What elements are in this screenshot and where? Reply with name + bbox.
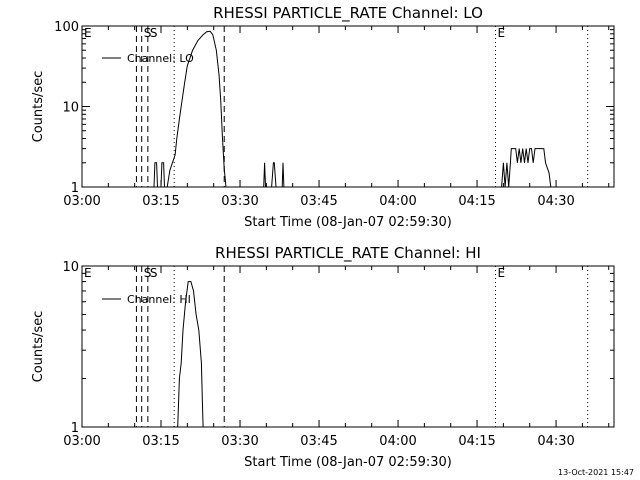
x-tick-label: 04:15 bbox=[458, 194, 495, 209]
y-tick-label: 100 bbox=[54, 20, 79, 35]
x-axis-label: Start Time (08-Jan-07 02:59:30) bbox=[244, 215, 452, 230]
chart-title: RHESSI PARTICLE_RATE Channel: HI bbox=[215, 244, 481, 263]
x-tick-label: 03:30 bbox=[221, 194, 258, 209]
x-tick-label: 03:00 bbox=[63, 194, 100, 209]
x-tick-label: 03:15 bbox=[142, 434, 179, 449]
x-tick-label: 03:15 bbox=[142, 194, 179, 209]
x-tick-label: 04:30 bbox=[537, 434, 574, 449]
event-marker-label: E bbox=[497, 26, 505, 40]
series-line bbox=[177, 281, 204, 428]
x-tick-label: 04:15 bbox=[458, 434, 495, 449]
event-marker-label: S bbox=[144, 26, 152, 40]
plot-frame bbox=[81, 265, 615, 428]
panel-hi: RHESSI PARTICLE_RATE Channel: HI Start Ti… bbox=[31, 244, 615, 470]
chart-title: RHESSI PARTICLE_RATE Channel: LO bbox=[213, 4, 483, 23]
corner-label: E bbox=[84, 266, 92, 280]
x-tick-label: 04:00 bbox=[379, 194, 416, 209]
event-marker-label: E bbox=[497, 266, 505, 280]
event-marker-label: S bbox=[144, 266, 152, 280]
legend-label: Channel: LO bbox=[127, 52, 194, 65]
legend-label: Channel: HI bbox=[127, 293, 191, 306]
y-tick-label: 10 bbox=[62, 260, 79, 275]
x-tick-label: 03:45 bbox=[300, 434, 337, 449]
y-tick-label: 10 bbox=[62, 101, 79, 116]
x-tick-label: 03:45 bbox=[300, 194, 337, 209]
x-axis-label: Start Time (08-Jan-07 02:59:30) bbox=[244, 455, 452, 470]
y-tick-label: 1 bbox=[71, 181, 79, 196]
x-tick-label: 03:00 bbox=[63, 434, 100, 449]
x-tick-label: 04:30 bbox=[537, 194, 574, 209]
series-line bbox=[153, 30, 552, 188]
footer-timestamp: 13-Oct-2021 15:47 bbox=[558, 468, 634, 477]
y-axis-label: Counts/sec bbox=[31, 71, 46, 143]
panel-lo: RHESSI PARTICLE_RATE Channel: LO Start Ti… bbox=[31, 4, 615, 230]
corner-label: E bbox=[84, 26, 92, 40]
event-marker-label: S bbox=[150, 266, 158, 280]
x-tick-label: 04:00 bbox=[379, 434, 416, 449]
y-axis-label: Counts/sec bbox=[31, 311, 46, 383]
event-marker-label: S bbox=[150, 26, 158, 40]
x-tick-label: 03:30 bbox=[221, 434, 258, 449]
y-tick-label: 1 bbox=[71, 421, 79, 436]
